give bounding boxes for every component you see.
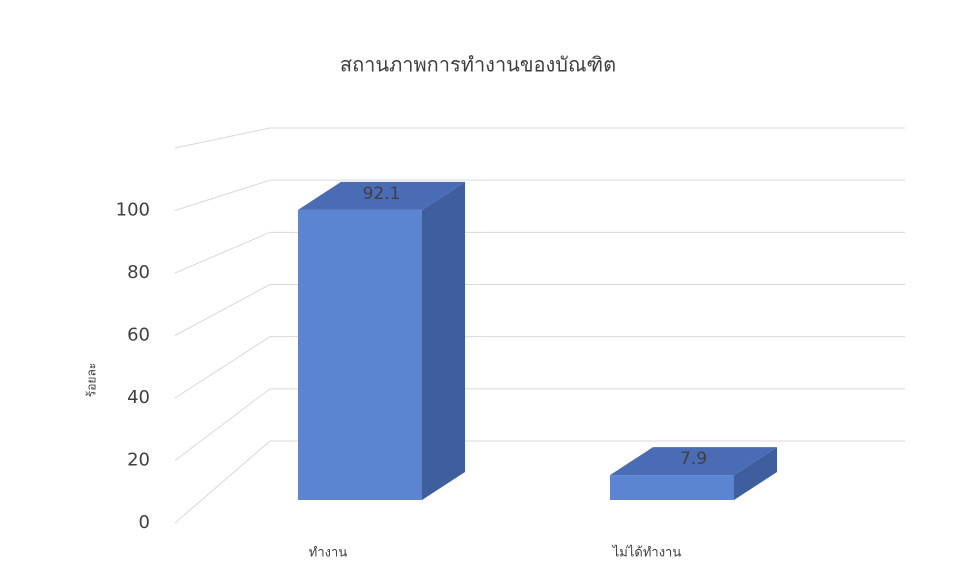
grid-line xyxy=(174,179,905,211)
y-tick-label: 60 xyxy=(127,325,150,346)
wall-edge xyxy=(174,127,905,149)
bar-side xyxy=(422,181,465,500)
y-tick-label: 0 xyxy=(139,512,150,533)
grid-line xyxy=(174,336,905,399)
bar xyxy=(298,209,422,500)
grid-line xyxy=(174,231,905,274)
bar-side xyxy=(734,447,777,500)
grid-line xyxy=(174,284,905,336)
grid-line xyxy=(174,388,905,461)
bar-top xyxy=(298,181,465,210)
y-tick-label: 100 xyxy=(116,200,150,221)
y-tick-label: 40 xyxy=(127,387,150,408)
y-tick-label: 20 xyxy=(127,450,150,471)
chart-title: สถานภาพการทำงานของบัณฑิต xyxy=(340,53,616,77)
x-tick-label: ทำงาน xyxy=(309,546,348,561)
grid-line xyxy=(174,440,905,524)
y-axis-label: ร้อยละ xyxy=(85,363,99,397)
x-tick-label: ไม่ได้ทำงาน xyxy=(612,545,682,561)
data-label: 7.9 xyxy=(680,449,707,469)
y-tick-label: 80 xyxy=(127,262,150,283)
data-label: 92.1 xyxy=(363,184,401,204)
bar xyxy=(610,475,734,500)
bar-top xyxy=(610,447,777,476)
